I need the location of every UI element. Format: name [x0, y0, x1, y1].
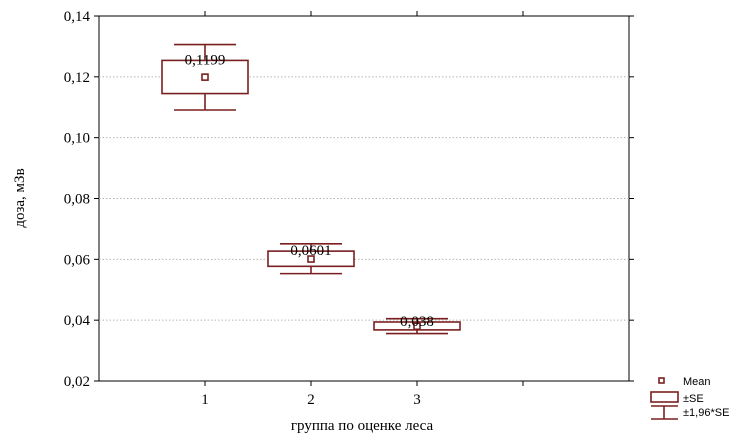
mean-data-label: 0,1199	[185, 52, 226, 68]
y-tick-label: 0,02	[64, 374, 90, 390]
y-axis-title: доза, мЗв	[12, 168, 28, 227]
x-tick-label: 1	[201, 392, 209, 408]
legend-mean-icon	[658, 377, 665, 384]
mean-marker	[307, 255, 315, 263]
legend-ci-label: ±1,96*SE	[683, 407, 729, 419]
box-group-2: 0,0601	[267, 243, 355, 275]
x-tick-label: 2	[307, 392, 315, 408]
y-tick-label: 0,06	[64, 252, 91, 268]
y-tick-label: 0,04	[64, 313, 91, 329]
legend-ci-icon	[651, 405, 678, 420]
x-axis-ticks: 1 2 3	[201, 11, 524, 408]
legend-se-label: ±SE	[683, 393, 704, 405]
y-tick-label: 0,12	[64, 70, 90, 86]
y-tick-label: 0,08	[64, 192, 90, 208]
box-group-1: 0,1199	[161, 43, 249, 111]
mean-marker	[201, 73, 209, 81]
y-axis-ticks: 0,02 0,04 0,06 0,08 0,10 0,12 0,14	[64, 9, 634, 390]
mean-data-label: 0,0601	[290, 243, 331, 259]
y-tick-label: 0,10	[64, 131, 90, 147]
box-group-3: 0,038	[373, 314, 461, 335]
legend: Mean ±SE ±1,96*SE	[650, 376, 729, 420]
y-tick-label: 0,14	[64, 9, 91, 25]
legend-se-icon	[650, 391, 679, 403]
boxes-group: 0,1199 0,0601 0,038	[161, 43, 461, 335]
mean-marker	[413, 322, 421, 331]
mean-data-label: 0,038	[400, 314, 434, 330]
x-tick-label: 3	[413, 392, 421, 408]
legend-mean-label: Mean	[683, 376, 711, 388]
x-axis-title: группа по оценке леса	[291, 418, 434, 434]
